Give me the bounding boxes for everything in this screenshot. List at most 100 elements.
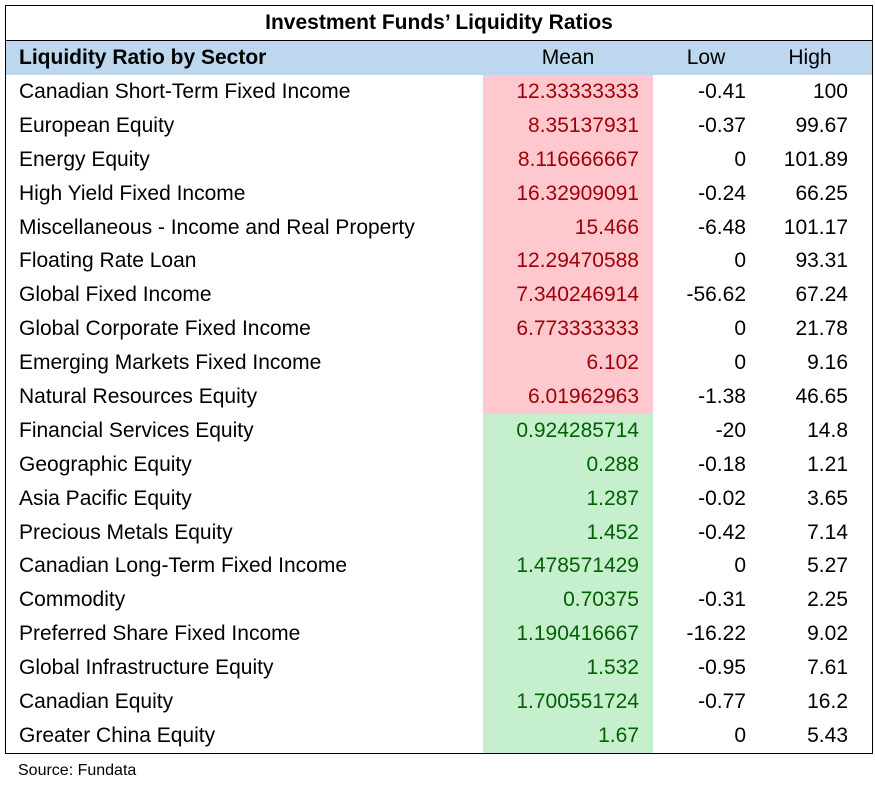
low-cell: -16.22	[686, 622, 746, 646]
header-sector: Liquidity Ratio by Sector	[19, 46, 267, 69]
low-cell: 0	[734, 554, 746, 578]
low-cell: -0.18	[698, 452, 746, 476]
table-row: Geographic Equity 0.288 -0.18 1.21	[6, 447, 872, 482]
sector-cell: Canadian Short-Term Fixed Income	[19, 80, 351, 103]
header-row: Liquidity Ratio by Sector Mean Low High	[6, 41, 872, 75]
table-row: Canadian Short-Term Fixed Income 12.33333…	[6, 75, 872, 109]
table-row: Energy Equity 8.116666667 0 101.89	[6, 142, 872, 177]
source-note: Source: Fundata	[18, 762, 137, 779]
sector-cell: Global Fixed Income	[19, 283, 212, 307]
mean-cell: 15.466	[483, 210, 653, 245]
table-row: Commodity 0.70375 -0.31 2.25	[6, 583, 872, 618]
table-row: Floating Rate Loan 12.29470588 0 93.31	[6, 244, 872, 279]
low-cell: -0.95	[698, 656, 746, 680]
low-cell: -1.38	[698, 385, 746, 409]
table-row: Greater China Equity 1.67 0 5.43	[6, 718, 872, 753]
mean-cell: 6.102	[483, 346, 653, 381]
high-cell: 16.2	[807, 690, 848, 714]
low-cell: -0.24	[698, 181, 746, 205]
table-row: Global Fixed Income 7.340246914 -56.62 67.2…	[6, 278, 872, 313]
low-cell: 0	[734, 317, 746, 341]
mean-cell: 1.532	[483, 651, 653, 686]
sector-cell: Greater China Equity	[19, 723, 216, 747]
mean-cell: 1.478571429	[483, 549, 653, 584]
sector-cell: Geographic Equity	[19, 452, 192, 476]
low-cell: 0	[734, 249, 746, 273]
low-cell: 0	[734, 351, 746, 375]
mean-cell: 1.67	[483, 718, 653, 753]
table-row: Global Corporate Fixed Income 6.773333333…	[6, 312, 872, 347]
high-cell: 7.61	[807, 656, 848, 680]
mean-cell: 1.452	[483, 515, 653, 550]
mean-cell: 0.924285714	[483, 413, 653, 448]
high-cell: 5.43	[807, 723, 848, 747]
mean-cell: 16.32909091	[483, 176, 653, 211]
sector-cell: Canadian Equity	[19, 690, 174, 714]
high-cell: 67.24	[795, 283, 848, 307]
high-cell: 2.25	[807, 588, 848, 612]
sector-cell: Preferred Share Fixed Income	[19, 622, 301, 646]
mean-cell: 12.29470588	[483, 244, 653, 279]
low-cell: 0	[734, 723, 746, 747]
mean-cell: 1.700551724	[483, 685, 653, 719]
mean-cell: 1.190416667	[483, 617, 653, 652]
low-cell: -20	[715, 418, 746, 442]
table-row: European Equity 8.35137931 -0.37 99.67	[6, 108, 872, 143]
sector-cell: Miscellaneous - Income and Real Property	[19, 215, 415, 239]
table-row: Natural Resources Equity 6.01962963 -1.38 4…	[6, 380, 872, 414]
high-cell: 46.65	[795, 385, 848, 409]
liquidity-table: Investment Funds’ Liquidity Ratios Liqui…	[5, 5, 873, 754]
table-row: Precious Metals Equity 1.452 -0.42 7.14	[6, 515, 872, 550]
sector-cell: Canadian Long-Term Fixed Income	[19, 554, 348, 578]
high-cell: 3.65	[807, 486, 848, 510]
table-row: Financial Services Equity 0.924285714 -20 1…	[6, 413, 872, 448]
table-row: High Yield Fixed Income 16.32909091 -0.24 6…	[6, 176, 872, 211]
table-row: Emerging Markets Fixed Income 6.102 0 9.16	[6, 346, 872, 381]
low-cell: 0	[734, 147, 746, 171]
sector-cell: Emerging Markets Fixed Income	[19, 351, 322, 375]
low-cell: -0.31	[698, 588, 746, 612]
table-row: Global Infrastructure Equity 1.532 -0.95 7.…	[6, 651, 872, 686]
high-cell: 66.25	[795, 181, 848, 205]
sector-cell: Financial Services Equity	[19, 418, 254, 442]
high-cell: 9.16	[807, 351, 848, 375]
mean-cell: 8.116666667	[483, 142, 653, 177]
table-row: Miscellaneous - Income and Real Property…	[6, 210, 872, 245]
header-low: Low	[686, 46, 726, 69]
sector-cell: Precious Metals Equity	[19, 520, 233, 544]
low-cell: -0.41	[698, 80, 746, 103]
table-row: Canadian Equity 1.700551724 -0.77 16.2	[6, 685, 872, 719]
table-row: Asia Pacific Equity 1.287 -0.02 3.65	[6, 481, 872, 516]
low-cell: -0.02	[698, 486, 746, 510]
high-cell: 7.14	[807, 520, 848, 544]
mean-cell: 8.35137931	[483, 108, 653, 143]
table-title: Investment Funds’ Liquidity Ratios	[6, 6, 872, 41]
mean-cell: 1.287	[483, 481, 653, 516]
mean-cell: 0.70375	[483, 583, 653, 618]
mean-cell: 7.340246914	[483, 278, 653, 313]
low-cell: -0.42	[698, 520, 746, 544]
sector-cell: Asia Pacific Equity	[19, 486, 192, 510]
high-cell: 5.27	[807, 554, 848, 578]
high-cell: 9.02	[807, 622, 848, 646]
high-cell: 100	[812, 80, 848, 103]
low-cell: -56.62	[686, 283, 746, 307]
header-mean: Mean	[541, 46, 595, 69]
mean-cell: 6.773333333	[483, 312, 653, 347]
sector-cell: Energy Equity	[19, 147, 150, 171]
sector-cell: Commodity	[19, 588, 126, 612]
table-row: Canadian Long-Term Fixed Income 1.4785714…	[6, 549, 872, 584]
mean-cell: 6.01962963	[483, 380, 653, 414]
sector-cell: Floating Rate Loan	[19, 249, 197, 273]
high-cell: 99.67	[795, 113, 848, 137]
mean-cell: 12.33333333	[483, 75, 653, 109]
sector-cell: Global Infrastructure Equity	[19, 656, 274, 680]
table-body: Canadian Short-Term Fixed Income 12.33333…	[6, 75, 872, 753]
low-cell: -6.48	[698, 215, 746, 239]
high-cell: 101.17	[783, 215, 848, 239]
low-cell: -0.37	[698, 113, 746, 137]
high-cell: 14.8	[807, 418, 848, 442]
sector-cell: High Yield Fixed Income	[19, 181, 246, 205]
high-cell: 21.78	[795, 317, 848, 341]
mean-cell: 0.288	[483, 447, 653, 482]
